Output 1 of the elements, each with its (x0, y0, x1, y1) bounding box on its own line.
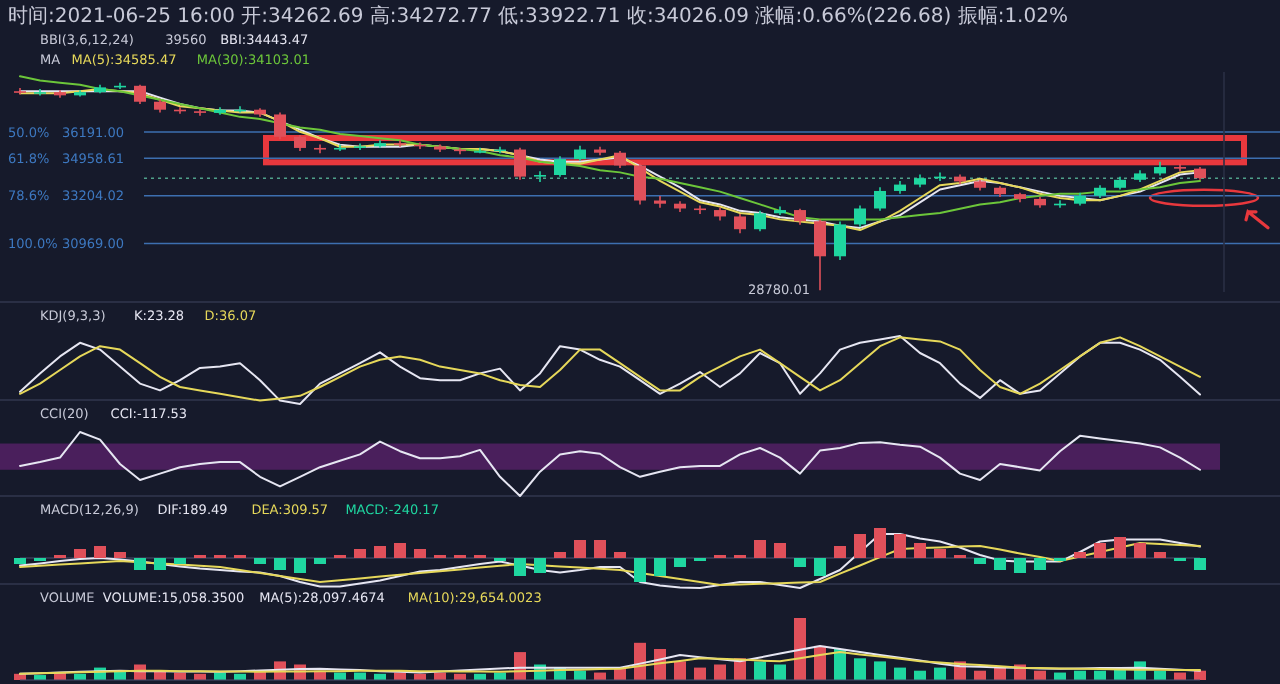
chart-title: 时间:2021-06-25 16:00 开:34262.69 高:34272.77 低:33922.71 收:34026.09 涨幅:0.66%(226.68) 振幅:1.02% (8, 4, 1068, 28)
